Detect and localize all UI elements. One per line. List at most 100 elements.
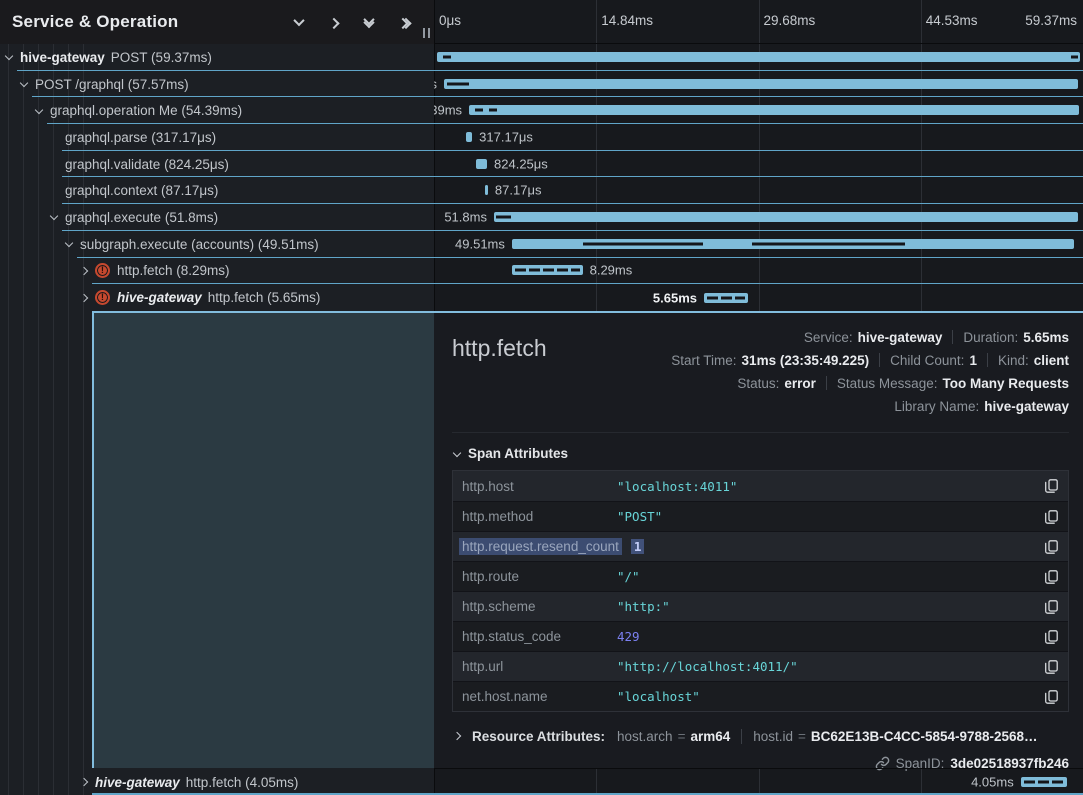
attribute-value: "localhost" xyxy=(617,689,700,704)
span-row-underline xyxy=(47,123,434,125)
span-timeline-row[interactable]: 824.25μs xyxy=(434,151,1083,178)
tree-indent-guide xyxy=(38,44,39,795)
span-meta-line: Library Name: hive-gateway xyxy=(671,396,1069,416)
span-child-mark xyxy=(1071,55,1079,59)
span-child-mark xyxy=(489,108,497,112)
meta-label: Start Time: xyxy=(671,352,737,368)
attribute-key: http.host xyxy=(462,478,514,494)
attribute-key: http.url xyxy=(462,659,504,674)
copy-icon[interactable] xyxy=(1045,599,1058,614)
meta-value: Too Many Requests xyxy=(942,375,1069,391)
span-row-underline xyxy=(62,176,434,178)
copy-icon[interactable] xyxy=(1045,509,1058,524)
chevron-right-icon[interactable] xyxy=(79,293,95,302)
timeline-tick: 29.68ms xyxy=(763,13,816,28)
chevron-down-icon[interactable] xyxy=(34,105,50,114)
attribute-row: http.scheme "http:" xyxy=(453,591,1068,621)
copy-icon[interactable] xyxy=(1045,689,1058,704)
span-bar[interactable] xyxy=(436,51,1081,62)
span-timeline-row[interactable]: 59.37ms xyxy=(434,44,1083,71)
attribute-row: http.url "http://localhost:4011/" xyxy=(453,651,1068,681)
span-child-mark xyxy=(496,215,512,219)
chevron-down-icon[interactable] xyxy=(49,212,65,221)
meta-value: 1 xyxy=(969,352,977,368)
footer-span-underline xyxy=(92,793,1083,795)
chevron-right-icon[interactable] xyxy=(326,14,342,30)
attribute-value: "localhost:4011" xyxy=(617,478,738,494)
span-tree-row[interactable]: ! http.fetch (8.29ms) xyxy=(0,258,434,285)
span-timeline-row[interactable]: 5.65ms xyxy=(434,284,1083,311)
copy-icon[interactable] xyxy=(1045,659,1058,674)
attribute-value: "http://localhost:4011/" xyxy=(617,659,798,674)
span-timeline-row[interactable]: 54.39ms xyxy=(434,97,1083,125)
span-bar[interactable] xyxy=(703,292,749,303)
span-tree-row[interactable]: POST /graphql (57.57ms) xyxy=(0,71,434,98)
span-tree-row[interactable]: subgraph.execute (accounts) (49.51ms) xyxy=(0,231,434,258)
span-bar[interactable] xyxy=(1020,777,1068,787)
span-attributes-toggle[interactable]: Span Attributes xyxy=(452,446,1069,461)
span-timeline-row[interactable]: 8.29ms xyxy=(434,258,1083,285)
span-meta-line: Start Time: 31ms (23:35:49.225) Child Coun… xyxy=(671,350,1069,370)
span-duration-label: 317.17μs xyxy=(479,129,533,145)
span-timeline-row[interactable]: 57.57ms xyxy=(434,71,1083,98)
attribute-value: 429 xyxy=(617,629,640,644)
span-timeline-row[interactable]: 4.05ms xyxy=(434,769,1083,795)
meta-value: hive-gateway xyxy=(857,329,943,345)
resource-value: arm64 xyxy=(690,728,731,744)
span-tree-row[interactable]: ! hive-gateway http.fetch (5.65ms) xyxy=(0,284,434,311)
span-tree-row[interactable]: hive-gateway POST (59.37ms) xyxy=(0,44,434,71)
meta-label: Status Message: xyxy=(836,375,938,391)
span-bar[interactable] xyxy=(465,131,473,142)
span-bar[interactable] xyxy=(485,185,488,196)
span-tree-row[interactable]: hive-gateway http.fetch (4.05ms) xyxy=(0,769,434,795)
span-tree-row[interactable]: graphql.validate (824.25μs) xyxy=(0,151,434,178)
timeline-tick: 0μs xyxy=(439,13,462,28)
span-timeline-row[interactable]: 87.17μs xyxy=(434,177,1083,205)
span-service-name: hive-gateway xyxy=(95,774,180,790)
footer-span-timeline-row: 4.05ms xyxy=(434,769,1083,795)
span-duration-label: 8.29ms xyxy=(589,262,633,278)
span-meta: Service: hive-gateway Duration: 5.65ms Start… xyxy=(671,327,1069,416)
service-operation-header: Service & Operation xyxy=(0,0,434,44)
span-operation-label: graphql.context (87.17μs) xyxy=(65,183,219,199)
attribute-row: net.host.name "localhost" xyxy=(453,681,1068,711)
span-tree-row[interactable]: graphql.context (87.17μs) xyxy=(0,177,434,205)
attribute-key: http.method xyxy=(462,509,534,524)
span-bar[interactable] xyxy=(469,105,1080,116)
chevron-down-icon[interactable] xyxy=(4,52,20,61)
copy-icon[interactable] xyxy=(1045,569,1058,584)
span-child-mark xyxy=(583,242,704,246)
span-timeline-row[interactable]: 317.17μs xyxy=(434,124,1083,151)
tree-indent-guide xyxy=(83,44,84,795)
chevron-right-icon[interactable] xyxy=(79,266,95,276)
span-timeline-row[interactable]: 51.8ms xyxy=(434,204,1083,231)
meta-label: Child Count: xyxy=(890,352,965,368)
span-tree-row[interactable]: graphql.execute (51.8ms) xyxy=(0,204,434,231)
span-timeline-row[interactable]: 49.51ms xyxy=(434,231,1083,258)
meta-value: 31ms (23:35:49.225) xyxy=(741,352,870,368)
span-bar[interactable] xyxy=(443,78,1079,89)
span-bar[interactable] xyxy=(493,211,1079,222)
chevron-right-icon[interactable] xyxy=(79,777,95,787)
copy-icon[interactable] xyxy=(1045,629,1058,644)
double-chevron-down-icon[interactable] xyxy=(361,13,377,30)
column-resize-handle[interactable] xyxy=(423,28,430,38)
resource-key: host.id xyxy=(753,728,794,744)
copy-icon[interactable] xyxy=(1045,479,1058,493)
chevron-down-icon[interactable] xyxy=(19,78,35,88)
span-tree-row[interactable]: graphql.operation Me (54.39ms) xyxy=(0,97,434,125)
span-bar-dashes xyxy=(514,268,580,272)
span-bar[interactable] xyxy=(511,265,583,276)
double-chevron-right-icon[interactable] xyxy=(396,14,412,30)
chevron-down-icon[interactable] xyxy=(291,14,307,30)
span-tree-row[interactable]: graphql.parse (317.17μs) xyxy=(0,124,434,151)
equals-sign: = xyxy=(677,728,686,744)
meta-divider xyxy=(986,353,988,367)
span-bar[interactable] xyxy=(475,158,488,169)
footer-divider xyxy=(434,768,1083,769)
span-duration-label: 54.39ms xyxy=(434,102,463,118)
header-divider xyxy=(0,43,1083,44)
chevron-down-icon[interactable] xyxy=(64,238,80,248)
resource-attributes-row[interactable]: Resource Attributes: host.arch = arm64 host… xyxy=(452,723,1069,749)
copy-icon[interactable] xyxy=(1045,539,1058,554)
